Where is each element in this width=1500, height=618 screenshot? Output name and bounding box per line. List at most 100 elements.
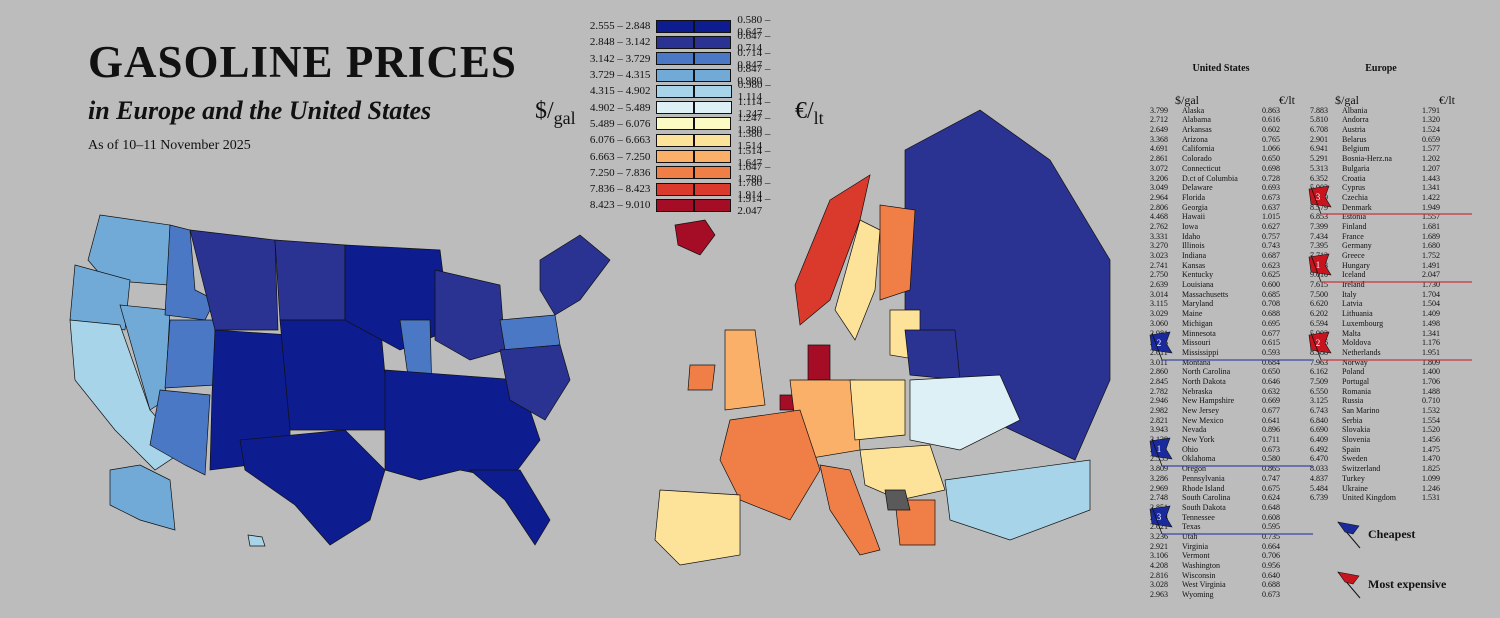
eur-price: 0.580 — [1262, 454, 1280, 464]
country-uk-ireland — [724, 329, 766, 411]
name: Spain — [1342, 444, 1361, 454]
eu-table-row: 8.033 Switzerland 1.825 — [1310, 464, 1469, 474]
us-table-row: 2.639 Louisiana 0.600 — [1150, 280, 1309, 290]
eu-table-row: 7.615 Ireland 1.730 — [1310, 280, 1469, 290]
us-table-row: 3.014 Massachusetts 0.685 — [1150, 290, 1309, 300]
name: South Dakota — [1182, 502, 1226, 512]
legend-eur-range: 1.380 – 1.514 — [737, 128, 771, 153]
usd-price: 7.399 — [1310, 221, 1328, 231]
name: Kansas — [1182, 260, 1206, 270]
eur-unit-label: €/lt — [795, 98, 824, 128]
eur-price: 0.684 — [1262, 357, 1280, 367]
eu-table-row: 6.162 Poland 1.400 — [1310, 367, 1469, 377]
name: North Carolina — [1182, 367, 1231, 377]
eur-price: 1.470 — [1422, 454, 1440, 464]
state-oregon — [69, 264, 131, 331]
usd-price: 7.615 — [1310, 280, 1328, 290]
us-table-row: 2.921 Virginia 0.664 — [1150, 542, 1309, 552]
name: Minnesota — [1182, 328, 1216, 338]
name: Arkansas — [1182, 125, 1212, 135]
eur-price: 2.047 — [1422, 270, 1440, 280]
usd-price: 2.946 — [1150, 396, 1168, 406]
legend-eur-range: 1.114 – 1.247 — [737, 95, 771, 120]
svg-text:1: 1 — [1157, 444, 1162, 454]
us-table-row: 2.982 New Jersey 0.677 — [1150, 406, 1309, 416]
us-table-row: 2.611 Mississippi 0.593 — [1150, 348, 1309, 358]
most-expensive-key: Most expensive — [1335, 570, 1446, 600]
usd-price: 2.712 — [1150, 115, 1168, 125]
eur-price: 0.743 — [1262, 241, 1280, 251]
name: Tennessee — [1182, 512, 1215, 522]
state-great-lakes — [434, 269, 506, 361]
eu-table-row: 6.352 Croatia 1.443 — [1310, 174, 1469, 184]
legend-eur-range: 0.714 – 0.847 — [737, 46, 771, 71]
country-iberia — [654, 489, 741, 566]
usd-price: 6.550 — [1310, 386, 1328, 396]
eu-table-row: 8.579 Denmark 1.949 — [1310, 203, 1469, 213]
eur-price: 1.532 — [1422, 406, 1440, 416]
eur-price: 0.677 — [1262, 406, 1280, 416]
usd-price: 3.286 — [1150, 473, 1168, 483]
usd-price: 3.125 — [1310, 396, 1328, 406]
eur-price: 0.708 — [1262, 299, 1280, 309]
eur-price: 0.615 — [1262, 338, 1280, 348]
usd-price: 7.500 — [1310, 289, 1328, 299]
usd-price: 5.313 — [1310, 163, 1328, 173]
usd-price: 7.963 — [1310, 357, 1328, 367]
eur-price: 1.791 — [1422, 105, 1440, 115]
eur-price: 1.949 — [1422, 202, 1440, 212]
us-table-row: 4.208 Washington 0.956 — [1150, 561, 1309, 571]
usd-price: 6.690 — [1310, 425, 1328, 435]
eur-price: 0.637 — [1262, 202, 1280, 212]
usd-price: 3.060 — [1150, 318, 1168, 328]
usd-price: 7.434 — [1310, 231, 1328, 241]
us-table-row: 3.072 Connecticut 0.698 — [1150, 164, 1309, 174]
us-table-row: 2.821 New Mexico 0.641 — [1150, 416, 1309, 426]
name: Wisconsin — [1182, 570, 1216, 580]
eur-price: 0.593 — [1262, 347, 1280, 357]
legend-swatch — [693, 198, 732, 212]
state-florida — [469, 469, 551, 546]
us-table-header: United States — [1192, 63, 1250, 74]
name: Hawaii — [1182, 212, 1206, 222]
eur-price: 0.623 — [1262, 260, 1280, 270]
name: Germany — [1342, 241, 1372, 251]
country-turkey — [944, 459, 1091, 541]
name: Mississippi — [1182, 347, 1219, 357]
usd-price: 3.331 — [1150, 231, 1168, 241]
eu-table-row: 6.853 Estonia 1.557 — [1310, 212, 1469, 222]
eur-price: 0.624 — [1262, 493, 1280, 503]
svg-text:1: 1 — [1316, 260, 1321, 270]
us-table-row: 3.029 Maine 0.688 — [1150, 309, 1309, 319]
state-east-coast — [499, 344, 571, 421]
usd-price: 2.782 — [1150, 386, 1168, 396]
legend-swatch — [656, 133, 694, 147]
legend-eur-range: 1.647 – 1.780 — [737, 160, 771, 185]
us-price-table: United States $/gal €/lt 3.799 Alaska 0.86… — [1150, 64, 1309, 600]
us-table-row: 3.106 Vermont 0.706 — [1150, 551, 1309, 561]
usd-price: 7.883 — [1310, 105, 1328, 115]
usd-price: 8.579 — [1310, 202, 1328, 212]
eur-price: 0.646 — [1262, 376, 1280, 386]
name: Belarus — [1342, 134, 1367, 144]
blue-flag-icon — [1337, 521, 1361, 549]
us-table-row: 3.060 Michigan 0.695 — [1150, 319, 1309, 329]
legend-row: 6.076 – 6.663 1.380 – 1.514 — [568, 128, 794, 152]
eu-table-row: 7.509 Portugal 1.706 — [1310, 377, 1469, 387]
name: Iowa — [1182, 221, 1198, 231]
legend-usd-range: 2.848 – 3.142 — [589, 36, 651, 49]
usd-price: 6.743 — [1310, 406, 1328, 416]
legend-row: 7.836 – 8.423 1.780 – 1.914 — [568, 177, 794, 201]
eur-price: 1.409 — [1422, 309, 1440, 319]
legend-swatch — [656, 68, 694, 82]
eur-price: 0.595 — [1262, 522, 1280, 532]
name: Alaska — [1182, 105, 1205, 115]
color-legend: 2.555 – 2.848 0.580 – 0.647 2.848 – 3.142… — [568, 14, 794, 217]
us-table-row: 2.782 Nebraska 0.632 — [1150, 387, 1309, 397]
name: Wyoming — [1182, 590, 1214, 600]
usd-price: 6.352 — [1310, 173, 1328, 183]
eur-price: 0.600 — [1262, 280, 1280, 290]
name: Maine — [1182, 309, 1203, 319]
usd-price: 3.023 — [1150, 251, 1168, 261]
eur-price: 0.710 — [1422, 396, 1440, 406]
